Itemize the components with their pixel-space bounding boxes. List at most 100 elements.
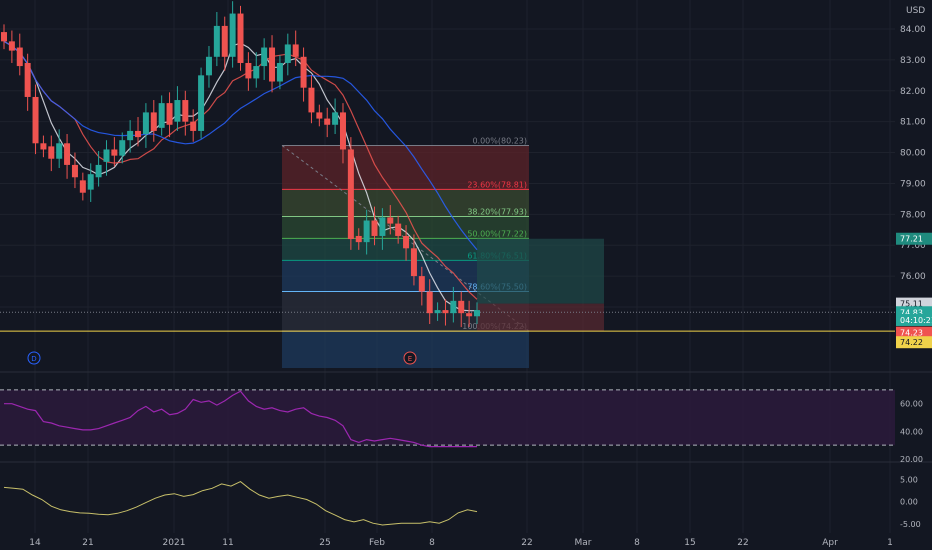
price-axis-badge-label: 74.83 bbox=[900, 308, 923, 317]
candle-body bbox=[142, 112, 149, 135]
x-tick-label: 25 bbox=[319, 538, 330, 548]
ma-slow-line bbox=[3, 40, 478, 251]
fib-level-label: 38.20%(77.93) bbox=[467, 207, 527, 216]
candle-body bbox=[229, 13, 236, 57]
candle-body bbox=[56, 143, 63, 159]
candle-body bbox=[32, 96, 39, 144]
candle-body bbox=[198, 75, 205, 131]
candle-body bbox=[450, 300, 457, 314]
price-axis-badge bbox=[896, 326, 932, 339]
candle-body bbox=[79, 180, 86, 193]
price-axis-badge-label: 75.11 bbox=[900, 300, 923, 309]
candle-body bbox=[150, 112, 157, 131]
price-axis-badge-label: 04:10:21 bbox=[900, 316, 932, 325]
x-tick-label: 14 bbox=[29, 538, 41, 548]
position-stop-zone bbox=[477, 303, 604, 332]
candle-body bbox=[205, 56, 212, 76]
candle-body bbox=[300, 56, 307, 88]
candle-body bbox=[426, 291, 433, 314]
price-tick-label: 76.00 bbox=[900, 272, 926, 282]
event-marker bbox=[403, 351, 417, 365]
candle-body bbox=[221, 25, 228, 57]
x-tick-label: 1 bbox=[887, 538, 893, 548]
fib-level-label: 23.60%(78.81) bbox=[467, 180, 527, 189]
price-axis-badge bbox=[896, 313, 932, 326]
x-tick-label: 22 bbox=[737, 538, 748, 548]
fib-level-label: 50.00%(77.22) bbox=[467, 229, 527, 238]
candle-body bbox=[474, 310, 480, 317]
candle-body bbox=[403, 235, 410, 249]
fib-zone bbox=[282, 216, 529, 239]
candle-body bbox=[276, 62, 283, 82]
candle-body bbox=[245, 62, 252, 79]
candle-body bbox=[442, 310, 449, 314]
event-marker-label: E bbox=[408, 355, 412, 363]
price-tick-label: 81.00 bbox=[900, 118, 926, 128]
candle-body bbox=[434, 310, 441, 314]
price-tick-label: 79.00 bbox=[900, 179, 926, 189]
x-tick-label: 8 bbox=[429, 538, 435, 548]
rsi-tick-label: 60.00 bbox=[900, 400, 923, 409]
candle-body bbox=[316, 112, 323, 119]
x-tick-label: Apr bbox=[822, 538, 838, 548]
x-tick-label: 2021 bbox=[163, 538, 186, 548]
currency-label: USD bbox=[906, 6, 925, 16]
candle-body bbox=[395, 223, 402, 236]
candle-body bbox=[1, 32, 7, 42]
x-tick-label: 11 bbox=[222, 538, 233, 548]
candle-body bbox=[16, 47, 23, 67]
x-tick-label: 15 bbox=[684, 538, 695, 548]
fib-zone bbox=[282, 145, 529, 190]
fib-zone bbox=[282, 238, 529, 261]
rsi-tick-label: 20.00 bbox=[900, 455, 923, 464]
candle-body bbox=[40, 143, 47, 150]
candle-body bbox=[284, 44, 291, 63]
rsi-tick-label: 40.00 bbox=[900, 427, 923, 436]
position-target-zone bbox=[477, 238, 604, 304]
osc-tick-label: 0.00 bbox=[900, 498, 918, 507]
candle-body bbox=[8, 41, 15, 51]
x-tick-label: 8 bbox=[634, 538, 640, 548]
x-tick-label: 21 bbox=[82, 538, 93, 548]
event-marker-label: D bbox=[31, 355, 36, 363]
price-axis-badge-label: 74.23 bbox=[900, 329, 923, 338]
candle-body bbox=[174, 100, 181, 122]
price-tick-label: 82.00 bbox=[900, 87, 926, 97]
candle-body bbox=[324, 118, 331, 125]
candle-body bbox=[87, 174, 94, 190]
candle-body bbox=[119, 140, 126, 156]
fib-level-label: 0.00%(80.23) bbox=[472, 136, 527, 145]
candle-body bbox=[111, 149, 118, 156]
price-tick-label: 80.00 bbox=[900, 149, 926, 159]
candle-body bbox=[387, 217, 394, 224]
candle-body bbox=[347, 149, 354, 240]
price-tick-label: 78.00 bbox=[900, 210, 926, 220]
candle-body bbox=[135, 130, 142, 138]
candle-body bbox=[158, 103, 165, 128]
osc-tick-label: 5.00 bbox=[900, 475, 918, 484]
candle-body bbox=[308, 87, 315, 113]
candle-body bbox=[127, 130, 134, 141]
price-axis-badge-label: 74.22 bbox=[900, 338, 923, 347]
candle-body bbox=[261, 47, 268, 67]
candle-body bbox=[166, 103, 173, 125]
price-axis-badge bbox=[896, 336, 932, 349]
candle-body bbox=[292, 44, 299, 57]
price-tick-label: 83.00 bbox=[900, 56, 926, 66]
candle-body bbox=[182, 100, 189, 122]
price-tick-label: 84.00 bbox=[900, 25, 926, 35]
candle-body bbox=[371, 220, 378, 236]
candle-body bbox=[363, 220, 370, 243]
candle-body bbox=[64, 143, 71, 165]
x-tick-label: Feb bbox=[369, 538, 385, 548]
candle-body bbox=[332, 112, 339, 125]
candle-body bbox=[253, 66, 260, 79]
candle-body bbox=[458, 300, 465, 314]
price-axis-badge bbox=[896, 232, 932, 245]
candle-body bbox=[24, 62, 31, 97]
candle-body bbox=[339, 112, 346, 150]
price-tick-label: 77.00 bbox=[900, 241, 926, 251]
oscillator-line bbox=[3, 481, 478, 526]
rsi-band bbox=[0, 389, 895, 446]
candle-body bbox=[418, 276, 425, 292]
